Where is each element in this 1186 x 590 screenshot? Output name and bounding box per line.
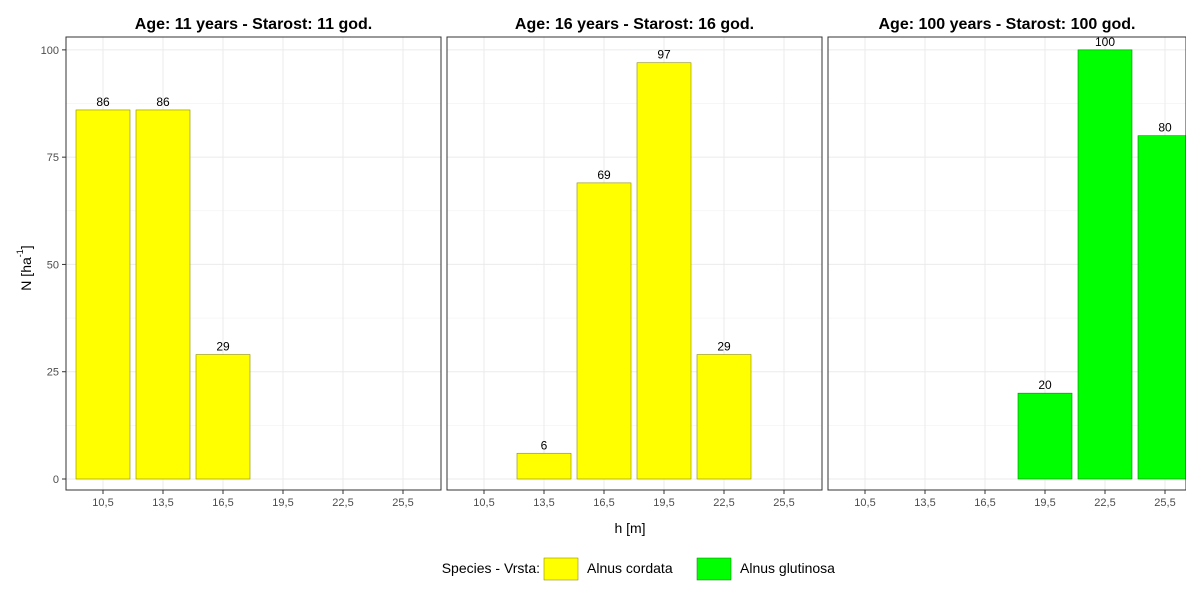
x-tick-label: 10,5: [473, 497, 494, 509]
legend-label-alnus-glutinosa: Alnus glutinosa: [740, 560, 835, 576]
bar-label: 69: [597, 168, 611, 182]
y-axis-title-close: ]: [18, 245, 34, 249]
bar-label: 86: [96, 95, 110, 109]
legend-swatch-alnus-cordata: [543, 557, 579, 581]
bar-label: 6: [541, 438, 548, 452]
panel-border: [827, 36, 1186, 491]
bar-label: 20: [1038, 378, 1052, 392]
x-tick-label: 22,5: [332, 497, 353, 509]
panel-border: [446, 36, 823, 491]
bar-2-3: [636, 62, 692, 480]
legend-label-alnus-cordata: Alnus cordata: [587, 560, 673, 576]
bar-3-1: [1017, 392, 1073, 480]
bar-2-1: [516, 452, 572, 480]
x-tick-label: 19,5: [272, 497, 293, 509]
bar-3-3: [1137, 135, 1186, 480]
x-tick-label: 25,5: [1154, 497, 1175, 509]
panel-title: Age: 16 years - Starost: 16 god.: [515, 16, 754, 33]
x-tick-label: 19,5: [1034, 497, 1055, 509]
x-tick-label: 22,5: [713, 497, 734, 509]
y-tick-label: 25: [47, 367, 59, 379]
bar-label: 100: [1095, 35, 1115, 49]
bar-3-2: [1077, 49, 1133, 480]
panel-3: 20 100 80 Age: 100 years - Starost: 100 god…: [827, 16, 1186, 509]
y-tick-label: 0: [53, 474, 59, 486]
legend-title: Species - Vrsta:: [442, 560, 540, 576]
bar-label: 86: [156, 95, 170, 109]
bar-2-4: [696, 354, 752, 480]
panels-layer: 86 86 29 Age: 11 years - Starost: 11 god. 10…: [41, 16, 1186, 509]
panel-border: [65, 36, 442, 491]
y-axis-title: N [ha-1]: [15, 245, 33, 290]
bar-label: 80: [1158, 121, 1172, 135]
y-tick-label: 75: [47, 152, 59, 164]
legend-swatch-alnus-glutinosa: [696, 557, 732, 581]
y-axis-title-base: N [ha: [18, 257, 34, 291]
bar-1-2: [135, 109, 191, 480]
panel-2: 6 69 97 29 Age: 16 years - Starost: 16 god. 1…: [446, 16, 823, 509]
x-tick-label: 25,5: [392, 497, 413, 509]
x-tick-label: 10,5: [854, 497, 875, 509]
x-tick-label: 25,5: [773, 497, 794, 509]
x-tick-label: 13,5: [152, 497, 173, 509]
y-tick-label: 50: [47, 259, 59, 271]
x-tick-label: 13,5: [914, 497, 935, 509]
x-tick-label: 16,5: [593, 497, 614, 509]
bar-1-3: [195, 354, 251, 480]
x-tick-label: 16,5: [974, 497, 995, 509]
x-tick-label: 22,5: [1094, 497, 1115, 509]
x-tick-label: 10,5: [92, 497, 113, 509]
panel-1: 86 86 29 Age: 11 years - Starost: 11 god. 10…: [41, 16, 442, 509]
bar-2-2: [576, 182, 632, 480]
legend: Species - Vrsta: Alnus cordata Alnus glu…: [442, 557, 835, 581]
panel-title: Age: 11 years - Starost: 11 god.: [135, 16, 372, 33]
bar-label: 29: [717, 340, 731, 354]
x-axis-title: h [m]: [614, 520, 645, 536]
panel-title: Age: 100 years - Starost: 100 god.: [879, 16, 1136, 33]
bar-label: 29: [216, 340, 230, 354]
y-tick-label: 100: [41, 45, 59, 57]
x-tick-label: 19,5: [653, 497, 674, 509]
bar-label: 97: [657, 48, 671, 62]
y-axis-title-superscript: -1: [15, 249, 25, 257]
x-tick-label: 13,5: [533, 497, 554, 509]
bar-1-1: [75, 109, 131, 480]
x-tick-label: 16,5: [212, 497, 233, 509]
